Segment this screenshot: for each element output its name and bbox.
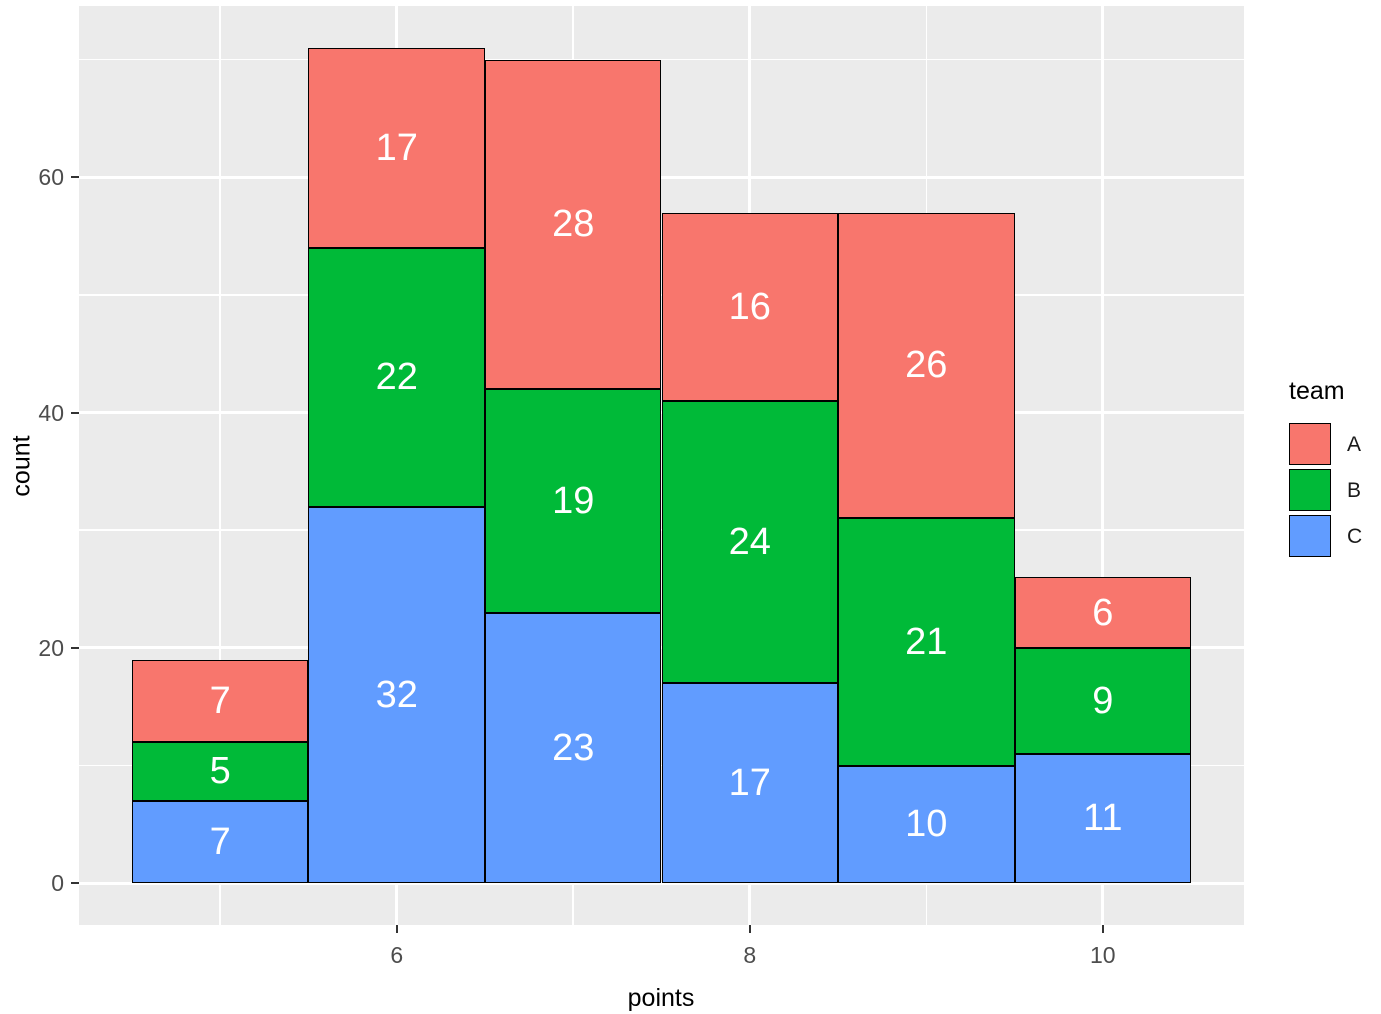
y-tick-label: 40 xyxy=(38,399,64,426)
legend-swatch-B xyxy=(1289,469,1331,511)
bar-value-label: 32 xyxy=(375,673,418,716)
gridline-major-y xyxy=(79,881,1244,885)
y-tick-mark xyxy=(71,646,79,649)
legend-title: team xyxy=(1289,377,1345,405)
plot-panel: 7 5 7 32 22 17 23 19 28 17 24 16 10 21 26 11 9 6 xyxy=(79,6,1244,925)
bar-value-label: 5 xyxy=(209,750,231,793)
bar-value-label: 17 xyxy=(728,762,771,805)
bar-segment-points-9-team-C: 10 xyxy=(838,765,1015,884)
legend-swatch-A xyxy=(1289,423,1331,465)
legend-item-C: C xyxy=(1289,513,1362,559)
x-tick-mark xyxy=(1101,925,1104,933)
bar-value-label: 26 xyxy=(905,344,948,387)
bar-segment-points-10-team-C: 11 xyxy=(1014,753,1192,884)
bar-value-label: 10 xyxy=(905,803,948,846)
y-axis-title: count xyxy=(7,435,36,497)
bar-value-label: 7 xyxy=(209,821,231,864)
bar-segment-points-7-team-A: 28 xyxy=(484,59,662,389)
bar-segment-points-8-team-B: 24 xyxy=(661,400,838,684)
x-tick-label: 8 xyxy=(743,942,757,968)
bar-segment-points-5-team-C: 7 xyxy=(131,800,309,884)
bar-value-label: 6 xyxy=(1092,591,1114,634)
y-tick-label: 60 xyxy=(38,164,64,191)
bar-segment-points-7-team-C: 23 xyxy=(484,612,662,884)
bar-value-label: 7 xyxy=(209,679,231,722)
bar-value-label: 16 xyxy=(728,285,771,328)
x-tick-label: 6 xyxy=(390,942,404,968)
bar-value-label: 17 xyxy=(375,126,418,169)
bar-segment-points-6-team-C: 32 xyxy=(308,506,485,884)
gridline-minor-x xyxy=(219,6,221,925)
bar-value-label: 19 xyxy=(552,479,595,522)
bar-segment-points-8-team-C: 17 xyxy=(661,683,838,884)
bar-segment-points-5-team-A: 7 xyxy=(131,659,309,742)
legend-swatch-C xyxy=(1289,515,1331,557)
legend-label: C xyxy=(1347,524,1363,548)
y-tick-mark xyxy=(71,882,79,885)
bar-value-label: 28 xyxy=(552,203,595,246)
y-tick-label: 0 xyxy=(51,870,64,897)
legend-label: A xyxy=(1347,432,1362,456)
bar-segment-points-7-team-B: 19 xyxy=(484,389,662,613)
y-tick-mark xyxy=(71,176,79,179)
bar-segment-points-8-team-A: 16 xyxy=(661,212,838,401)
bar-segment-points-6-team-B: 22 xyxy=(308,247,485,507)
bar-segment-points-10-team-B: 9 xyxy=(1014,647,1192,754)
bar-value-label: 21 xyxy=(905,620,948,663)
x-tick-label: 10 xyxy=(1089,942,1116,968)
gridline-major-x xyxy=(1101,6,1105,925)
bar-segment-points-5-team-B: 5 xyxy=(131,742,309,801)
x-tick-mark xyxy=(748,925,751,933)
bar-segment-points-6-team-A: 17 xyxy=(308,47,485,248)
bar-value-label: 23 xyxy=(552,726,595,769)
bar-value-label: 9 xyxy=(1092,679,1114,722)
legend-item-A: A xyxy=(1289,421,1362,467)
bar-segment-points-10-team-A: 6 xyxy=(1014,577,1192,648)
bar-segment-points-9-team-A: 26 xyxy=(838,212,1015,519)
bar-segment-points-9-team-B: 21 xyxy=(838,518,1015,766)
gridline-major-y xyxy=(79,175,1244,179)
bar-value-label: 11 xyxy=(1083,797,1123,840)
y-tick-label: 20 xyxy=(38,634,64,661)
legend-label: B xyxy=(1347,478,1362,502)
y-tick-mark xyxy=(71,411,79,414)
legend-item-B: B xyxy=(1289,467,1362,513)
gridline-minor-y xyxy=(79,58,1244,61)
bar-value-label: 24 xyxy=(728,520,771,563)
x-axis-title: points xyxy=(627,984,695,1012)
bar-value-label: 22 xyxy=(375,356,418,399)
x-tick-mark xyxy=(395,925,398,933)
